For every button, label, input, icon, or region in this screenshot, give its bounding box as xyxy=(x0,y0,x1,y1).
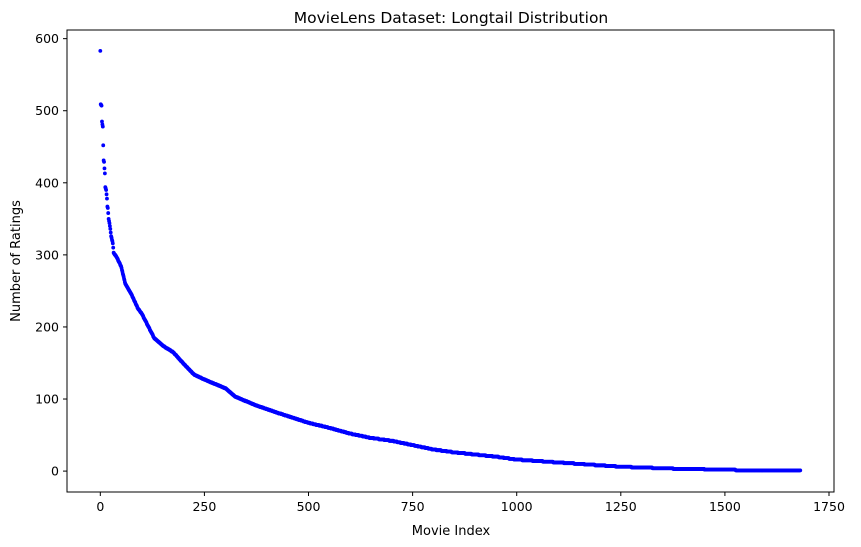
x-tick-label: 1250 xyxy=(605,499,637,514)
y-tick-label: 400 xyxy=(35,175,59,190)
data-point xyxy=(102,171,107,176)
data-point xyxy=(107,224,112,228)
x-tick-label: 0 xyxy=(96,499,104,514)
y-tick-label: 600 xyxy=(35,31,59,46)
data-point xyxy=(102,166,107,171)
data-point xyxy=(104,188,109,192)
y-axis-ticks: 0 100 200 300 400 500 600 xyxy=(35,31,67,479)
data-point xyxy=(111,245,116,250)
y-tick-label: 0 xyxy=(51,464,59,479)
plot-frame xyxy=(66,29,835,493)
data-point xyxy=(100,119,104,124)
data-point xyxy=(798,468,803,473)
x-tick-label: 1500 xyxy=(709,499,741,514)
data-point xyxy=(110,241,115,246)
data-point xyxy=(105,196,109,201)
data-point xyxy=(108,227,113,231)
data-point xyxy=(101,143,106,148)
data-point xyxy=(99,103,104,108)
chart-title: MovieLens Dataset: Longtail Distribution xyxy=(294,9,609,27)
y-tick-label: 300 xyxy=(35,247,59,262)
data-point xyxy=(108,230,113,235)
data-point xyxy=(106,211,111,215)
data-point xyxy=(102,160,106,164)
x-axis-ticks: 0 250 500 750 1000 1250 1500 1750 xyxy=(96,492,845,514)
x-tick-label: 1000 xyxy=(501,499,533,514)
x-tick-label: 250 xyxy=(192,499,216,514)
data-point xyxy=(107,221,112,226)
data-point xyxy=(100,124,105,129)
x-axis-label: Movie Index xyxy=(412,524,491,539)
y-axis-label: Number of Ratings xyxy=(9,200,24,322)
y-tick-label: 500 xyxy=(35,103,59,118)
data-point xyxy=(98,49,103,53)
y-tick-label: 200 xyxy=(35,319,59,334)
y-tick-label: 100 xyxy=(35,392,59,407)
x-tick-label: 1750 xyxy=(813,499,845,514)
data-point xyxy=(105,206,110,210)
x-tick-label: 500 xyxy=(297,499,321,514)
x-tick-label: 750 xyxy=(401,499,425,514)
data-point xyxy=(104,192,109,197)
data-points xyxy=(98,49,803,473)
